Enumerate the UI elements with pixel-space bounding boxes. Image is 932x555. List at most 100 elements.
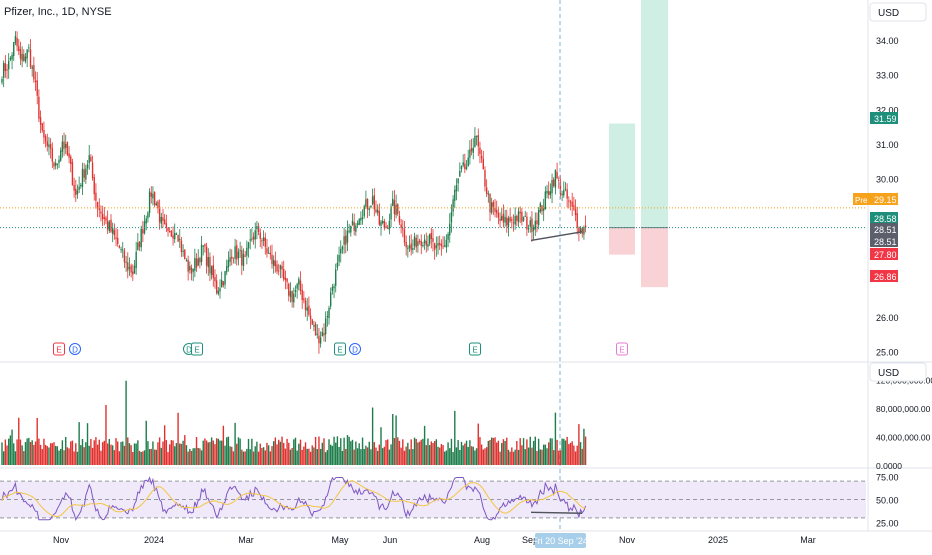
rsi-trendline	[530, 511, 583, 514]
candle-body	[33, 65, 35, 80]
rsi-axis-tick: 75.00	[876, 473, 899, 483]
volume-bar	[532, 440, 535, 465]
volume-bar	[420, 439, 422, 465]
event-marker[interactable]: E	[469, 342, 481, 356]
candle-body	[390, 206, 392, 220]
position-stop-zone	[609, 227, 635, 255]
volume-bar	[236, 443, 238, 465]
volume-bar	[91, 447, 94, 465]
candle-body	[145, 218, 147, 224]
candle-body	[536, 220, 538, 225]
volume-bar	[556, 439, 558, 465]
volume-bar	[246, 448, 248, 465]
candle-body	[54, 162, 57, 166]
candle-body	[532, 227, 535, 231]
candle-body	[299, 280, 302, 291]
candle-body	[541, 205, 543, 212]
volume-bar	[187, 451, 189, 465]
candle-body	[153, 191, 156, 205]
candle-body	[152, 193, 154, 199]
candle-body	[474, 135, 476, 148]
volume-bar	[29, 442, 32, 465]
currency-selector-volume[interactable]: USD	[869, 362, 927, 382]
earnings-icon	[53, 342, 65, 356]
volume-bar	[534, 436, 536, 465]
candle-body	[385, 226, 387, 229]
candle-body	[405, 241, 407, 248]
candle-body	[66, 141, 69, 156]
volume-bar	[462, 445, 464, 465]
candle-body	[98, 206, 100, 211]
volume-bar	[482, 449, 484, 465]
volume-bar	[308, 448, 310, 465]
candle-body	[311, 319, 313, 325]
currency-label-price: USD	[878, 8, 899, 19]
candle-body	[85, 168, 87, 180]
candle-body	[204, 244, 206, 247]
candle-body	[160, 216, 163, 224]
candle-body	[340, 249, 342, 254]
candle-body	[485, 187, 488, 195]
price-axis-tick: 30.00	[876, 175, 899, 185]
candle-body	[63, 141, 65, 149]
volume-bar	[110, 444, 112, 465]
candle-body	[4, 63, 7, 72]
volume-layer	[1, 380, 587, 465]
rsi-line	[1, 476, 587, 522]
event-marker[interactable]: E	[334, 342, 346, 356]
candle-body	[202, 245, 204, 247]
candle-body	[133, 265, 136, 274]
candle-body	[457, 178, 459, 184]
earnings-icon	[469, 342, 481, 356]
candle-body	[355, 225, 357, 232]
candle-body	[267, 252, 270, 254]
volume-bar	[548, 442, 550, 465]
volume-bar	[160, 447, 163, 465]
volume-bar	[449, 448, 451, 465]
candle-body	[559, 182, 562, 195]
price-label-badge	[870, 223, 898, 235]
volume-bar	[400, 447, 402, 465]
premarket-tag-text: Pre	[855, 196, 868, 205]
volume-bar	[296, 450, 298, 465]
volume-bar	[118, 451, 121, 465]
volume-bar	[433, 440, 436, 465]
candle-body	[111, 228, 114, 234]
volume-bar	[294, 437, 297, 465]
volume-bar	[247, 438, 250, 465]
volume-bar	[78, 422, 80, 465]
volume-bar	[380, 427, 382, 465]
volume-bar	[21, 445, 23, 465]
volume-bar	[227, 436, 230, 465]
volume-bar	[574, 451, 577, 465]
event-marker[interactable]: E	[191, 342, 203, 356]
volume-bar	[262, 447, 265, 465]
price-label-badge	[870, 112, 898, 124]
volume-bar	[200, 450, 203, 465]
event-marker[interactable]: E	[53, 342, 65, 356]
candle-body	[199, 258, 201, 263]
volume-bar	[395, 415, 397, 465]
volume-bar	[490, 437, 493, 465]
volume-bar	[256, 441, 258, 465]
volume-bar	[531, 447, 533, 465]
time-axis-tick: 2024	[144, 535, 164, 545]
candle-body	[227, 259, 230, 268]
candle-body	[529, 220, 531, 227]
event-marker[interactable]: E	[616, 342, 628, 356]
position-layer	[609, 0, 668, 288]
volume-bar	[194, 448, 196, 465]
volume-bar	[81, 438, 84, 465]
candle-body	[49, 143, 52, 149]
candle-body	[549, 191, 552, 195]
candle-body	[410, 243, 412, 251]
candle-body	[509, 217, 511, 222]
event-marker[interactable]: D	[349, 343, 361, 355]
volume-bar	[512, 451, 515, 465]
candle-layer	[1, 31, 587, 354]
volume-bar	[450, 438, 453, 465]
candle-body	[581, 227, 583, 234]
currency-selector-price[interactable]: USD	[869, 2, 927, 22]
event-marker[interactable]: D	[69, 343, 81, 355]
